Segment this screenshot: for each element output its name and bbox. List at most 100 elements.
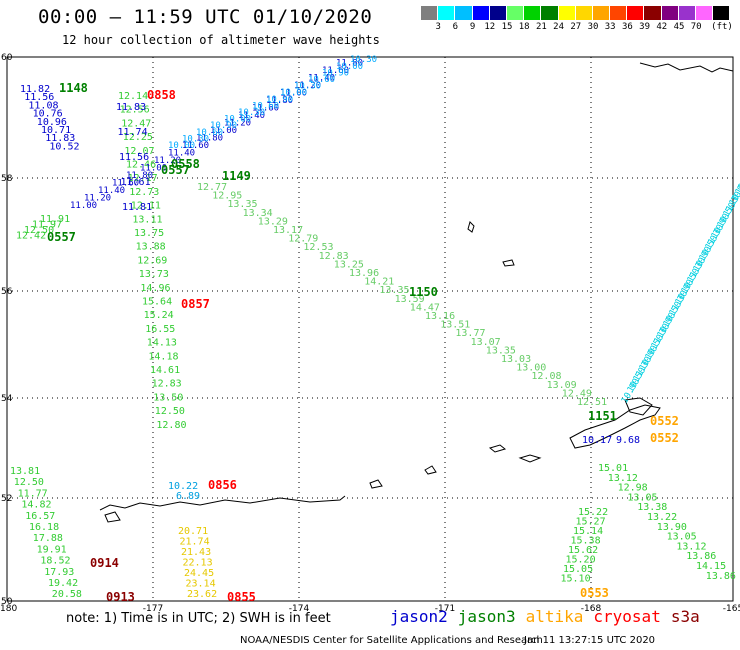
- swh-value: 13.81: [10, 466, 40, 477]
- scale-label: 33: [604, 22, 616, 32]
- swh-value: 11.83: [116, 102, 146, 113]
- scale-swatch: [678, 6, 696, 20]
- swh-value: 11.00: [210, 126, 237, 136]
- swh-value: 10.22: [168, 481, 198, 492]
- swh-value: 11.20: [224, 119, 251, 129]
- swh-value: 11.40: [308, 74, 335, 84]
- swh-value: 6.89: [176, 491, 200, 502]
- timestamp-text: Jan 11 13:27:15 UTC 2020: [524, 635, 656, 646]
- swh-value: 10.17: [582, 435, 612, 446]
- swh-value: 13.96: [349, 268, 379, 279]
- swh-value: 14.18: [148, 351, 178, 362]
- legend-jason2: jason2: [390, 607, 448, 626]
- swh-value: 10.60: [196, 128, 223, 138]
- scale-label: 70: [690, 22, 702, 32]
- swh-value: 11.97: [32, 220, 62, 231]
- swh-value: 12.47: [121, 118, 151, 129]
- swh-value: 10.30: [238, 108, 265, 118]
- station-time-label: 1151: [588, 409, 617, 423]
- map-frame: [6, 56, 734, 602]
- swh-value: 12.49: [562, 388, 592, 399]
- swh-value: 11.20: [154, 156, 181, 166]
- latitude-label: 60: [1, 53, 13, 63]
- scale-label: 15: [501, 22, 513, 32]
- swh-value: 11.56: [24, 92, 54, 103]
- swh-value: 13.34: [243, 208, 273, 219]
- station-time-label: 0855: [227, 590, 256, 604]
- swh-value: 23.62: [187, 589, 217, 600]
- legend-cryosat: cryosat: [593, 607, 661, 626]
- swh-value: 10.00: [224, 115, 251, 125]
- swh-value: 9.68: [616, 435, 640, 446]
- swh-value: 15.24: [144, 310, 174, 321]
- scale-swatch: [455, 6, 473, 20]
- swh-value: 12.50: [155, 406, 185, 417]
- swh-value: 13.35: [227, 199, 257, 210]
- swh-value: 12.50: [14, 477, 44, 488]
- longitude-label: -177: [143, 604, 163, 614]
- swh-value: 13.29: [258, 216, 288, 227]
- map-grid: [7, 57, 733, 601]
- longitude-label: -165: [723, 604, 740, 614]
- scale-label: 21: [535, 22, 547, 32]
- swh-value: 13.88: [136, 242, 166, 253]
- swh-value: 20.71: [178, 526, 208, 537]
- satellite-legend: jason2 jason3 altika cryosat s3a: [390, 607, 710, 626]
- swh-value: 11.00: [140, 164, 167, 174]
- swh-value: 22.13: [183, 558, 213, 569]
- swh-value: 13.12: [676, 541, 706, 552]
- swh-value: 11.60: [112, 179, 139, 189]
- swh-value: 21.74: [180, 537, 210, 548]
- scale-label: 42: [656, 22, 668, 32]
- swh-value: 11.08: [28, 100, 58, 111]
- swh-value: 11.61: [121, 177, 151, 188]
- swh-value: 13.05: [627, 492, 657, 503]
- scale-swatch: [489, 6, 507, 20]
- coastline-alaska: [639, 62, 734, 73]
- station-time-label: 1150: [409, 285, 438, 299]
- swh-value: 11.81: [122, 202, 152, 213]
- swh-value: 13.35: [486, 345, 516, 356]
- footnote: note: 1) Time is in UTC; 2) SWH is in fe…: [66, 611, 331, 626]
- swh-value: 16.18: [29, 522, 59, 533]
- swh-value: 11.00: [280, 89, 307, 99]
- scale-swatch: [421, 6, 439, 20]
- swh-value: 11.80: [336, 59, 363, 69]
- swh-value: 24.45: [184, 568, 214, 579]
- swh-value: 16.55: [145, 324, 175, 335]
- swh-value: 10.30: [294, 82, 321, 92]
- swh-value: 11.40: [98, 186, 125, 196]
- swh-value: 12.51: [577, 397, 607, 408]
- station-time-label: 0914: [90, 556, 119, 570]
- swh-value: 12.42: [16, 231, 46, 242]
- swh-value: 10.60: [252, 101, 279, 111]
- swh-value: 10.90: [322, 68, 349, 78]
- swh-value: 14.21: [364, 277, 394, 288]
- swh-value: 11.83: [45, 133, 75, 144]
- station-time-label: 0557: [161, 163, 190, 177]
- swh-value: 11.40: [238, 111, 265, 121]
- swh-value: 12.80: [156, 420, 186, 431]
- swh-value: 10.96: [37, 117, 67, 128]
- swh-value: 15.14: [573, 526, 603, 537]
- swh-value: 10.00: [280, 88, 307, 98]
- swh-value: 14.13: [147, 338, 177, 349]
- scale-label: 24: [553, 22, 565, 32]
- scale-swatch: [644, 6, 662, 20]
- swh-value: 13.50: [153, 392, 183, 403]
- swh-value: 13.75: [134, 228, 164, 239]
- swh-value: 15.22: [578, 507, 608, 518]
- swh-value: 15.64: [142, 297, 172, 308]
- scale-label: 12: [484, 22, 496, 32]
- scale-label: 45: [673, 22, 685, 32]
- scale-label: 9: [469, 22, 476, 32]
- scale-swatch: [592, 6, 611, 20]
- swh-value: 13.90: [657, 522, 687, 533]
- swh-value: 15.05: [563, 564, 593, 575]
- station-time-label: 0553: [580, 586, 609, 600]
- swh-value: 13.12: [608, 473, 638, 484]
- station-time-label: 0856: [208, 478, 237, 492]
- station-time-label: 0552: [650, 431, 679, 445]
- swh-value: 10.60: [308, 75, 335, 85]
- latitude-label: 56: [1, 287, 13, 297]
